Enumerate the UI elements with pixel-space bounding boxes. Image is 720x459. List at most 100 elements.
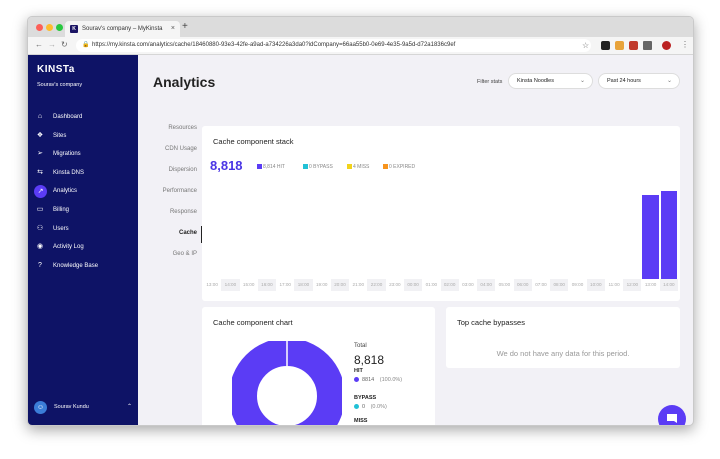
cache-bypasses-card: Top cache bypasses We do not have any da… xyxy=(446,307,680,368)
total-requests: 8,818 xyxy=(210,158,243,173)
subnav-response[interactable]: Response xyxy=(169,209,197,215)
sidebar-item-migrations[interactable]: ➢ Migrations xyxy=(28,146,138,165)
close-tab-icon[interactable]: × xyxy=(170,25,175,32)
maximize-window-button[interactable] xyxy=(56,24,63,31)
x-tick-label: 07:00 xyxy=(535,282,547,287)
back-icon[interactable]: ← xyxy=(35,40,43,49)
camera-extension-icon[interactable] xyxy=(643,41,652,50)
x-tick-label: 08:00 xyxy=(550,279,569,291)
extension-icon[interactable] xyxy=(615,41,624,50)
extension-icon[interactable] xyxy=(601,41,610,50)
x-tick-label: 23:00 xyxy=(389,282,401,287)
sidebar-item-sites[interactable]: ❖ Sites xyxy=(28,128,138,147)
main-content: Analytics Filter stats Kinsta Noodles ⌄ … xyxy=(138,55,693,425)
total-value: 8,818 xyxy=(354,353,385,367)
donut-legend-item: MISS4 (0.0%) xyxy=(354,418,387,425)
sidebar-item-label: Users xyxy=(53,225,69,232)
donut-chart xyxy=(232,341,342,425)
legend-dot xyxy=(354,377,359,382)
browser-window: K Sourav's company – MyKinsta × + ← → ↻ … xyxy=(27,16,694,426)
user-menu[interactable]: ☺ Sourav Kundu ⌃ xyxy=(34,401,134,415)
subnav-performance[interactable]: Performance xyxy=(162,188,197,194)
browser-menu-icon[interactable]: ⋮ xyxy=(681,40,689,49)
lock-icon: 🔒 xyxy=(82,42,90,48)
period-select-value: Past 24 hours xyxy=(607,78,641,84)
sidebar-item-billing[interactable]: ▭ Billing xyxy=(28,202,138,221)
legend-value: 0 xyxy=(362,404,366,410)
legend-item[interactable]: 0 BYPASS xyxy=(303,164,333,170)
subnav-cache[interactable]: Cache xyxy=(138,226,202,251)
filter-label: Filter stats xyxy=(477,79,503,85)
legend-swatch xyxy=(303,164,308,169)
legend-row: 8814 (100.0%) xyxy=(354,377,402,383)
bookmark-star-icon[interactable]: ☆ xyxy=(582,41,590,50)
x-tick-label: 00:00 xyxy=(403,279,423,291)
legend-percent: (100.0%) xyxy=(379,377,403,383)
x-tick-label: 04:00 xyxy=(477,279,496,291)
bar-hit[interactable] xyxy=(660,190,677,279)
tab-bar: K Sourav's company – MyKinsta × + xyxy=(28,17,693,37)
legend-swatch xyxy=(257,164,262,169)
chevron-down-icon: ⌄ xyxy=(579,78,585,84)
subnav-dispersion[interactable]: Dispersion xyxy=(168,167,197,173)
legend-item[interactable]: 8,814 HIT xyxy=(257,164,285,170)
legend-label: 0 BYPASS xyxy=(309,164,333,170)
url-text: https://my.kinsta.com/analytics/cache/18… xyxy=(92,42,456,48)
sidebar-item-knowledge-base[interactable]: ? Knowledge Base xyxy=(28,258,138,277)
legend-item[interactable]: 4 MISS xyxy=(347,164,369,170)
minimize-window-button[interactable] xyxy=(46,24,53,31)
bar-hit[interactable] xyxy=(642,194,659,279)
extension-icon[interactable] xyxy=(629,41,638,50)
new-tab-button[interactable]: + xyxy=(182,21,188,32)
profile-avatar-icon[interactable] xyxy=(662,41,671,50)
browser-tab[interactable]: K Sourav's company – MyKinsta × xyxy=(65,21,180,37)
x-tick-label: 14:00 xyxy=(221,279,240,291)
sidebar-item-label: Sites xyxy=(53,132,67,139)
legend-percent: (0.0%) xyxy=(370,404,387,410)
reload-icon[interactable]: ↻ xyxy=(61,40,68,49)
close-window-button[interactable] xyxy=(36,24,43,31)
legend-item[interactable]: 0 EXPIRED xyxy=(383,164,415,170)
url-field[interactable]: 🔒 https://my.kinsta.com/analytics/cache/… xyxy=(76,39,591,52)
sidebar-item-analytics[interactable]: ↗ Analytics xyxy=(28,183,138,202)
x-tick-label: 09:00 xyxy=(571,282,584,287)
sidebar-item-activity-log[interactable]: ◉ Activity Log xyxy=(28,239,138,258)
forward-icon[interactable]: → xyxy=(48,40,56,49)
site-select[interactable]: Kinsta Noodles ⌄ xyxy=(508,73,593,89)
subnav-resources[interactable]: Resources xyxy=(168,125,197,131)
chevron-up-icon: ⌃ xyxy=(126,404,132,410)
sidebar-item-label: Kinsta DNS xyxy=(53,169,85,176)
x-tick-label: 12:00 xyxy=(623,279,642,291)
page-title: Analytics xyxy=(153,74,216,90)
x-tick-label: 15:00 xyxy=(242,282,255,287)
activity-log-icon: ◉ xyxy=(36,243,44,251)
component-chart-card: Cache component chart Total 8,818 HIT 881… xyxy=(202,307,435,425)
chat-button[interactable] xyxy=(658,405,686,425)
x-tick-label: 01:00 xyxy=(425,282,438,287)
sidebar-item-label: Migrations xyxy=(53,151,81,158)
x-tick-label: 22:00 xyxy=(367,279,386,291)
sidebar: KINSTa Sourav's company ⌂ Dashboard ❖ Sites… xyxy=(28,55,138,425)
kinsta-logo: KINSTa xyxy=(37,64,75,75)
x-tick-label: 16:00 xyxy=(257,279,277,291)
x-tick-label: 18:00 xyxy=(294,279,313,291)
chevron-down-icon: ⌄ xyxy=(666,78,672,84)
tab-title: Sourav's company – MyKinsta xyxy=(82,26,163,32)
company-name: Sourav's company xyxy=(37,82,83,88)
analytics-subnav: Resources CDN Usage Dispersion Performance R… xyxy=(138,125,202,272)
billing-icon: ▭ xyxy=(36,205,44,213)
period-select[interactable]: Past 24 hours ⌄ xyxy=(598,73,680,89)
cache-stack-card: Cache component stack 8,818 8,814 HIT 0 B… xyxy=(202,126,680,301)
subnav-cdn-usage[interactable]: CDN Usage xyxy=(164,146,197,152)
user-name: Sourav Kundu xyxy=(54,404,89,410)
donut-legend-item: HIT 8814 (100.0%) xyxy=(354,368,402,383)
subnav-geo-ip[interactable]: Geo & IP xyxy=(172,251,197,257)
x-tick-label: 03:00 xyxy=(462,282,474,287)
donut-legend-item: BYPASS 0 (0.0%) xyxy=(354,395,387,410)
sidebar-item-dashboard[interactable]: ⌂ Dashboard xyxy=(28,109,138,128)
x-tick-label: 10:00 xyxy=(586,279,605,291)
legend-group-name: MISS xyxy=(354,418,368,424)
x-tick-label: 05:00 xyxy=(498,282,511,287)
sidebar-item-users[interactable]: ⚇ Users xyxy=(28,221,138,240)
sidebar-item-kinsta-dns[interactable]: ⇆ Kinsta DNS xyxy=(28,165,138,184)
